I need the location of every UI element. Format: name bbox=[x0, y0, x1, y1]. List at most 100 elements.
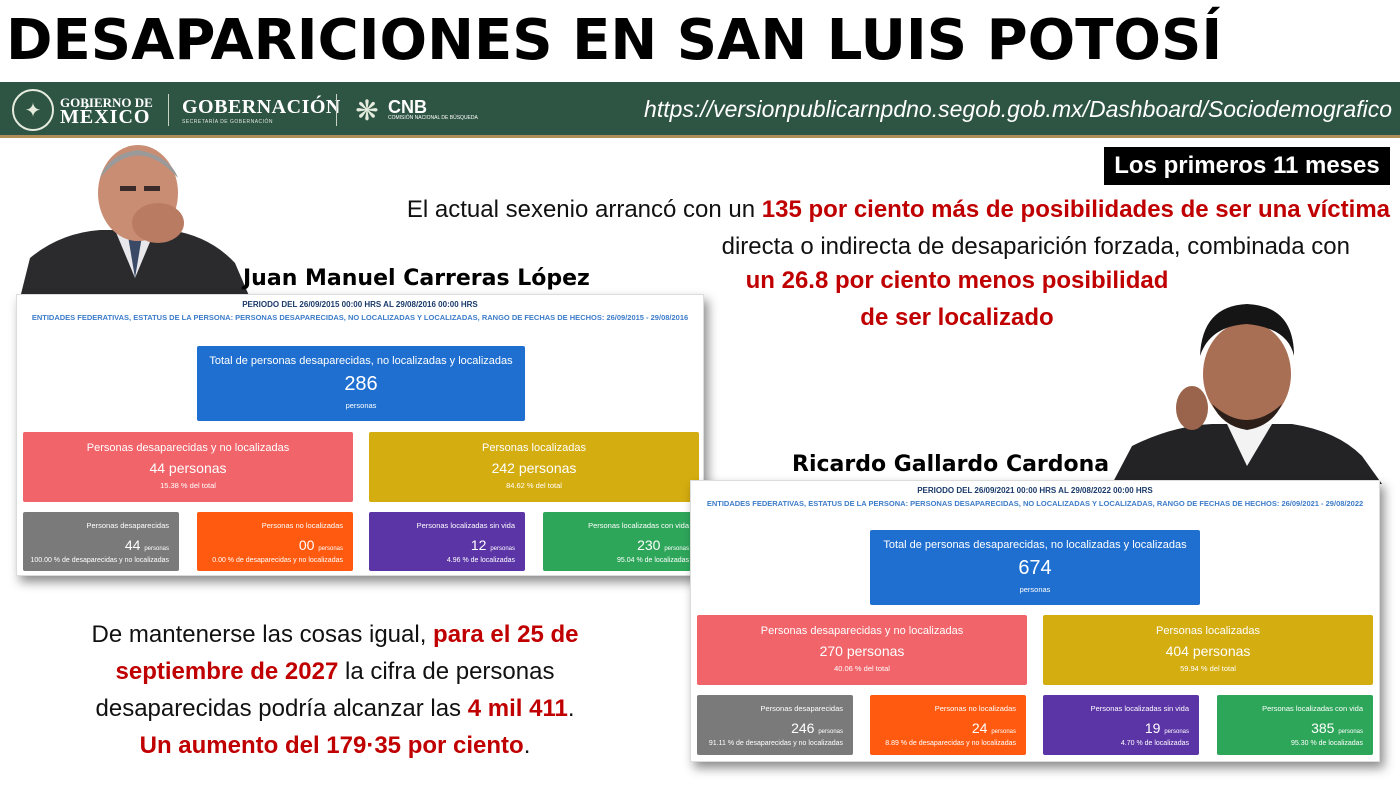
cnb-emblem-icon: ❋ bbox=[355, 94, 379, 126]
period-badge: Los primeros 11 meses bbox=[1104, 147, 1390, 185]
intro-highlight-2: un 26.8 por ciento menos posibilidad bbox=[745, 267, 1169, 294]
localizadas-value: 404 personas bbox=[1165, 643, 1251, 659]
sub-unit: personas bbox=[991, 729, 1016, 735]
sub-unit: personas bbox=[318, 546, 343, 552]
sub-value: 44 bbox=[124, 537, 141, 553]
localizadas-sin-vida-card: Personas localizadas sin vida 19 persona… bbox=[1043, 695, 1199, 755]
sub-label: Personas no localizadas bbox=[261, 521, 343, 530]
projection-text-1: De mantenerse las cosas igual, bbox=[91, 621, 434, 648]
sub-value: 24 bbox=[971, 720, 988, 736]
cnb-logo: ❋ CNB COMISIÓN NACIONAL DE BÚSQUEDA bbox=[350, 88, 478, 132]
total-value: 286 bbox=[344, 373, 378, 395]
sub-value: 385 bbox=[1311, 720, 1335, 736]
dashboard-2021-2022: PERIODO DEL 26/09/2021 00:00 HRS AL 29/0… bbox=[690, 480, 1380, 762]
sub-label: Personas desaparecidas bbox=[86, 521, 169, 530]
total-unit: personas bbox=[1019, 585, 1051, 594]
sub-unit: personas bbox=[818, 729, 843, 735]
total-unit: personas bbox=[345, 401, 377, 410]
sub-pct: 91.11 % de desaparecidas y no localizada… bbox=[708, 740, 843, 747]
projection-highlight-3: 4 mil 411 bbox=[467, 695, 568, 722]
localizadas-sin-vida-card: Personas localizadas sin vida 12 persona… bbox=[369, 512, 525, 571]
intro-highlight-1: 135 por ciento más de posibilidades de s… bbox=[761, 196, 1390, 223]
total-card: Total de personas desaparecidas, no loca… bbox=[197, 346, 525, 421]
intro-paragraph: El actual sexenio arrancó con un 135 por… bbox=[290, 191, 1390, 265]
gobernacion-sub: SECRETARÍA DE GOBERNACIÓN bbox=[182, 118, 274, 125]
desaparecidas-pct: 15.38 % del total bbox=[160, 481, 216, 490]
localizadas-value: 242 personas bbox=[491, 460, 577, 476]
dashboard-filter: ENTIDADES FEDERATIVAS, ESTATUS DE LA PER… bbox=[31, 313, 689, 322]
person2-name: Ricardo Gallardo Cardona bbox=[792, 452, 1110, 477]
sub-unit: personas bbox=[490, 546, 515, 552]
total-label: Total de personas desaparecidas, no loca… bbox=[209, 355, 513, 367]
projection-highlight-2: septiembre de 2027 bbox=[115, 658, 339, 685]
localizadas-con-vida-card: Personas localizadas con vida 230 person… bbox=[543, 512, 699, 571]
cnb-sub: COMISIÓN NACIONAL DE BÚSQUEDA bbox=[388, 115, 478, 121]
projection-paragraph: De mantenerse las cosas igual, para el 2… bbox=[30, 616, 640, 764]
sub-label: Personas localizadas con vida bbox=[588, 521, 689, 530]
sub-pct: 4.96 % de localizadas bbox=[446, 557, 515, 564]
dashboard-period: PERIODO DEL 26/09/2015 00:00 HRS AL 29/0… bbox=[242, 300, 478, 309]
desaparecidas-sub-card: Personas desaparecidas 246 personas 91.1… bbox=[697, 695, 853, 755]
sub-unit: personas bbox=[144, 546, 169, 552]
cnb-label: CNB bbox=[388, 97, 427, 117]
sub-pct: 100.00 % de desaparecidas y no localizad… bbox=[30, 557, 169, 564]
sub-unit: personas bbox=[664, 546, 689, 552]
sub-value: 230 bbox=[637, 537, 661, 553]
total-card: Total de personas desaparecidas, no loca… bbox=[870, 530, 1200, 605]
dashboard-filter: ENTIDADES FEDERATIVAS, ESTATUS DE LA PER… bbox=[706, 499, 1364, 508]
dashboard-2015-2016: PERIODO DEL 26/09/2015 00:00 HRS AL 29/0… bbox=[16, 294, 704, 576]
localizadas-label: Personas localizadas bbox=[1156, 625, 1260, 637]
projection-highlight-4: Un aumento del 179·35 por ciento bbox=[139, 732, 524, 759]
localizadas-card: Personas localizadas 404 personas 59.94 … bbox=[1043, 615, 1373, 685]
sub-unit: personas bbox=[1338, 729, 1363, 735]
photo-juan-manuel-carreras bbox=[20, 138, 250, 298]
localizadas-card: Personas localizadas 242 personas 84.62 … bbox=[369, 432, 699, 502]
divider bbox=[336, 94, 337, 126]
intro-highlight-3: de ser localizado bbox=[860, 304, 1054, 331]
projection-highlight-1: para el 25 de bbox=[433, 621, 579, 648]
government-banner: ✦ GOBIERNO DE MÉXICO GOBERNACIÓN SECRETA… bbox=[0, 82, 1400, 138]
divider bbox=[168, 94, 169, 126]
desaparecidas-card: Personas desaparecidas y no localizadas … bbox=[697, 615, 1027, 685]
desaparecidas-card: Personas desaparecidas y no localizadas … bbox=[23, 432, 353, 502]
sub-label: Personas localizadas con vida bbox=[1262, 704, 1363, 713]
sub-label: Personas desaparecidas bbox=[760, 704, 843, 713]
intro-text-2: directa o indirecta de desaparición forz… bbox=[721, 233, 1350, 260]
sub-pct: 8.89 % de desaparecidas y no localizadas bbox=[885, 740, 1016, 747]
sub-value: 246 bbox=[791, 720, 815, 736]
gobierno-line1: GOBIERNO DE bbox=[60, 95, 153, 110]
gobernacion-label: GOBERNACIÓN bbox=[182, 95, 341, 118]
desaparecidas-sub-card: Personas desaparecidas 44 personas 100.0… bbox=[23, 512, 179, 571]
intro-highlight-block: un 26.8 por ciento menos posibilidad de … bbox=[700, 262, 1214, 336]
sub-value: 00 bbox=[298, 537, 315, 553]
desaparecidas-pct: 40.06 % del total bbox=[834, 664, 890, 673]
desaparecidas-value: 270 personas bbox=[819, 643, 905, 659]
localizadas-pct: 59.94 % del total bbox=[1180, 664, 1236, 673]
projection-text-2: la cifra de personas bbox=[338, 658, 555, 685]
desaparecidas-value: 44 personas bbox=[149, 460, 227, 476]
sub-label: Personas localizadas sin vida bbox=[416, 521, 515, 530]
desaparecidas-label: Personas desaparecidas y no localizadas bbox=[86, 442, 290, 454]
no-localizadas-card: Personas no localizadas 00 personas 0.00… bbox=[197, 512, 353, 571]
projection-text-4: . bbox=[567, 695, 575, 722]
localizadas-label: Personas localizadas bbox=[482, 442, 586, 454]
localizadas-con-vida-card: Personas localizadas con vida 385 person… bbox=[1217, 695, 1373, 755]
sub-value: 19 bbox=[1144, 720, 1161, 736]
desaparecidas-label: Personas desaparecidas y no localizadas bbox=[760, 625, 964, 637]
projection-text-5: . bbox=[523, 732, 531, 759]
projection-text-3: desaparecidas podría alcanzar las bbox=[95, 695, 468, 722]
intro-text-1: El actual sexenio arrancó con un bbox=[406, 196, 762, 223]
sub-unit: personas bbox=[1164, 729, 1189, 735]
gobernacion-logo: GOBERNACIÓN SECRETARÍA DE GOBERNACIÓN bbox=[182, 88, 341, 132]
localizadas-pct: 84.62 % del total bbox=[506, 481, 562, 490]
sub-value: 12 bbox=[470, 537, 487, 553]
sub-pct: 0.00 % de desaparecidas y no localizadas bbox=[212, 557, 343, 564]
total-value: 674 bbox=[1018, 557, 1052, 579]
sub-pct: 95.04 % de localizadas bbox=[617, 557, 689, 564]
gobierno-line2: MÉXICO bbox=[60, 106, 151, 128]
sub-label: Personas localizadas sin vida bbox=[1090, 704, 1189, 713]
dashboard-period: PERIODO DEL 26/09/2021 00:00 HRS AL 29/0… bbox=[917, 486, 1153, 495]
source-url: https://versionpublicarnpdno.segob.gob.m… bbox=[644, 96, 1392, 122]
gobierno-de-mexico-logo: ✦ GOBIERNO DE MÉXICO bbox=[12, 88, 153, 132]
national-seal-icon: ✦ bbox=[12, 89, 54, 131]
